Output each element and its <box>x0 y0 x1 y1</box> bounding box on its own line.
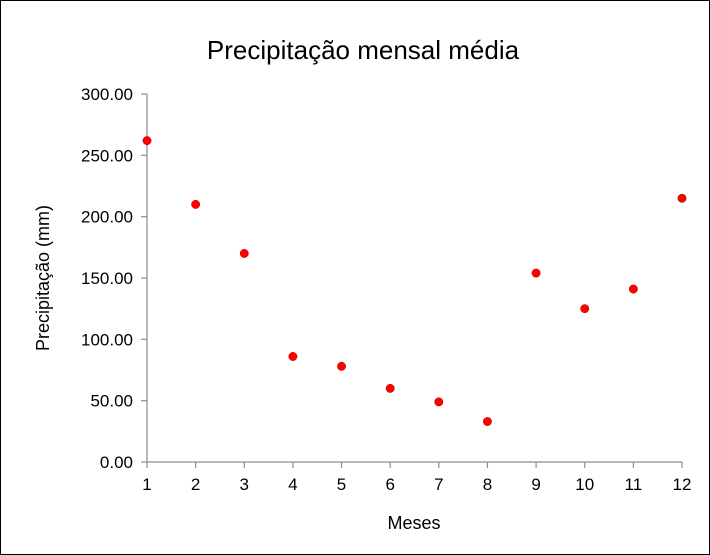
scatter-point <box>628 284 638 294</box>
x-tick-label: 10 <box>575 475 594 494</box>
x-tick-label: 4 <box>288 475 297 494</box>
scatter-point <box>337 361 346 371</box>
data-points <box>142 136 687 426</box>
y-tick-label: 150.00 <box>81 269 133 288</box>
chart-title: Precipitação mensal média <box>207 35 520 65</box>
x-tick-label: 3 <box>240 475 249 494</box>
axes <box>141 93 683 468</box>
scatter-point <box>385 383 395 393</box>
x-tick-label: 8 <box>483 475 492 494</box>
scatter-point <box>580 304 590 314</box>
scatter-point <box>191 199 201 209</box>
scatter-point <box>239 249 249 258</box>
scatter-point <box>531 268 541 278</box>
y-tick-label: 250.00 <box>81 146 133 165</box>
x-tick-label: 12 <box>673 475 692 494</box>
y-tick-label: 0.00 <box>100 453 133 472</box>
scatter-point <box>677 193 687 203</box>
y-tick-label: 100.00 <box>81 330 133 349</box>
scatter-point <box>288 352 298 361</box>
x-axis-label: Meses <box>387 513 440 533</box>
tick-labels: 0.00 50.00 100.00 150.00 200.00 250.00 300.00 1… <box>81 85 691 494</box>
x-tick-label: 9 <box>531 475 540 494</box>
x-tick-label: 1 <box>142 475 151 494</box>
y-axis-label: Precipitação (mm) <box>33 205 53 351</box>
x-tick-label: 2 <box>191 475 200 494</box>
x-tick-label: 7 <box>434 475 443 494</box>
y-tick-label: 300.00 <box>81 85 133 104</box>
y-tick-label: 50.00 <box>90 392 133 411</box>
scatter-point <box>434 397 444 407</box>
x-tick-label: 6 <box>385 475 394 494</box>
scatter-point <box>142 136 152 146</box>
x-tick-label: 11 <box>625 475 643 494</box>
y-tick-label: 200.00 <box>81 208 133 227</box>
x-tick-label: 5 <box>337 475 346 494</box>
scatter-point <box>483 417 492 426</box>
